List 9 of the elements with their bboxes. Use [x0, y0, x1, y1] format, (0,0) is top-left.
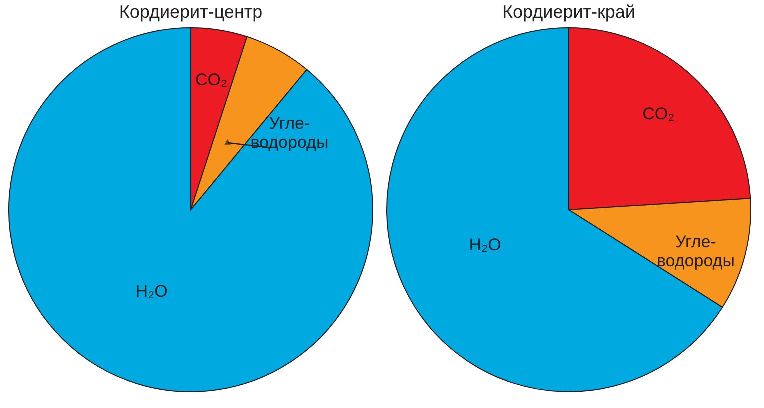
slice-label: Угле- водороды: [656, 232, 735, 271]
slice-label: H₂O: [469, 236, 502, 255]
slice-label: H₂O: [136, 282, 168, 302]
pie-slice: [8, 28, 374, 392]
slice-label: Угле- водороды: [250, 114, 329, 152]
slice-label: CO₂: [642, 104, 675, 124]
slice-label: CO₂: [195, 70, 228, 90]
chart-title: Кордиерит-центр: [119, 2, 263, 22]
chart-title: Кордиерит-край: [502, 2, 636, 22]
